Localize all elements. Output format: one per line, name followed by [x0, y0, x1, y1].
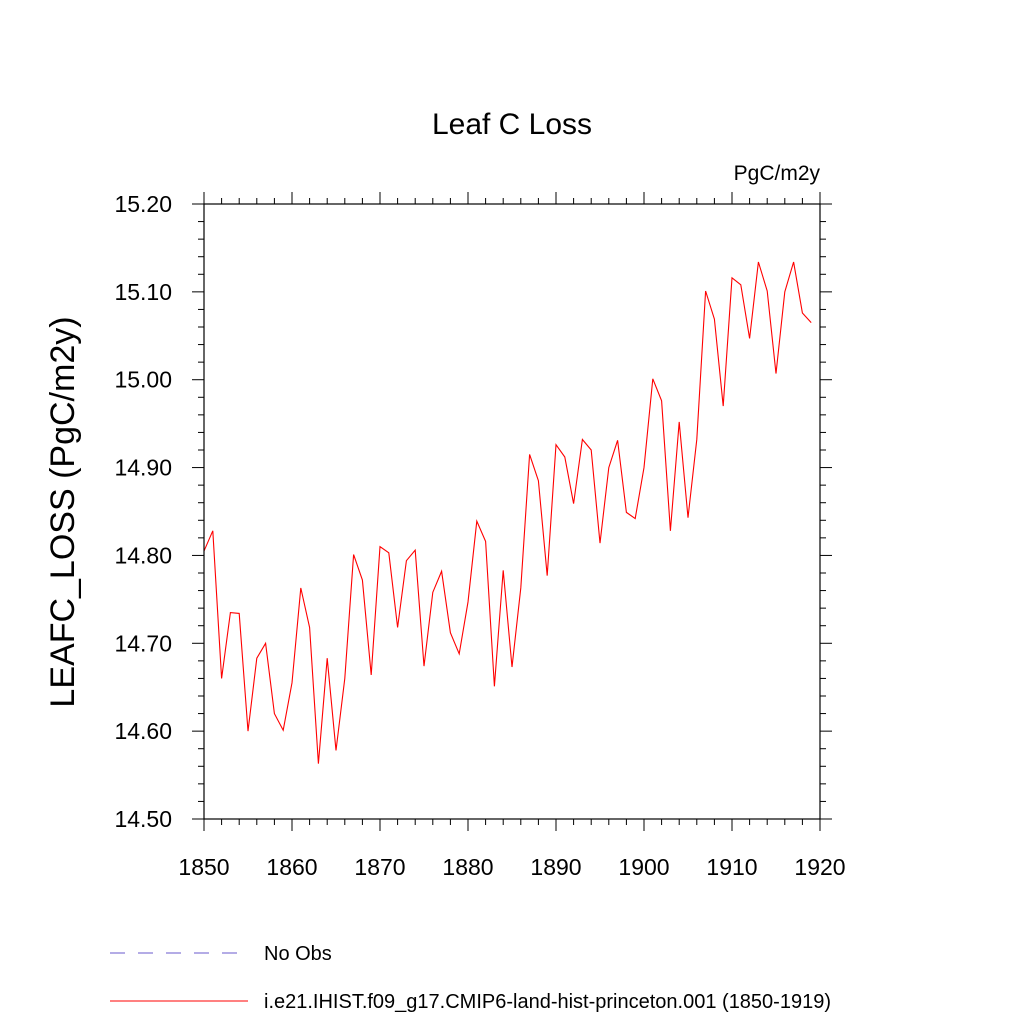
tick-labels: 1850 1860 1870 1880 1890 1900 1910 1920 14.50 14.…	[114, 191, 845, 880]
y-tick-label: 14.90	[114, 455, 172, 481]
legend-label-no-obs: No Obs	[264, 943, 332, 965]
y-tick-label: 14.80	[114, 542, 172, 568]
y-tick-label: 15.20	[114, 191, 172, 217]
legend-label-series: i.e21.IHIST.f09_g17.CMIP6-land-hist-prin…	[264, 991, 831, 1013]
y-tick-label: 14.50	[114, 806, 172, 832]
y-tick-label: 14.70	[114, 630, 172, 656]
x-tick-label: 1870	[354, 854, 405, 880]
x-tick-label: 1920	[794, 854, 845, 880]
plot-frame	[203, 203, 821, 820]
x-tick-label: 1880	[442, 854, 493, 880]
y-tick-label: 15.10	[114, 279, 172, 305]
series-line	[203, 261, 812, 764]
legend: No Obs i.e21.IHIST.f09_g17.CMIP6-land-hi…	[110, 943, 831, 1013]
x-tick-label: 1890	[530, 854, 581, 880]
units-label: PgC/m2y	[734, 162, 821, 185]
chart-title: Leaf C Loss	[432, 108, 592, 141]
x-tick-label: 1900	[618, 854, 669, 880]
y-tick-label: 14.60	[114, 718, 172, 744]
y-axis-label: LEAFC_LOSS (PgC/m2y)	[44, 316, 82, 707]
plot-area	[203, 261, 812, 764]
axis-ticks	[192, 192, 832, 831]
y-tick-label: 15.00	[114, 367, 172, 393]
x-tick-label: 1860	[266, 854, 317, 880]
x-tick-label: 1850	[178, 854, 229, 880]
x-tick-label: 1910	[706, 854, 757, 880]
